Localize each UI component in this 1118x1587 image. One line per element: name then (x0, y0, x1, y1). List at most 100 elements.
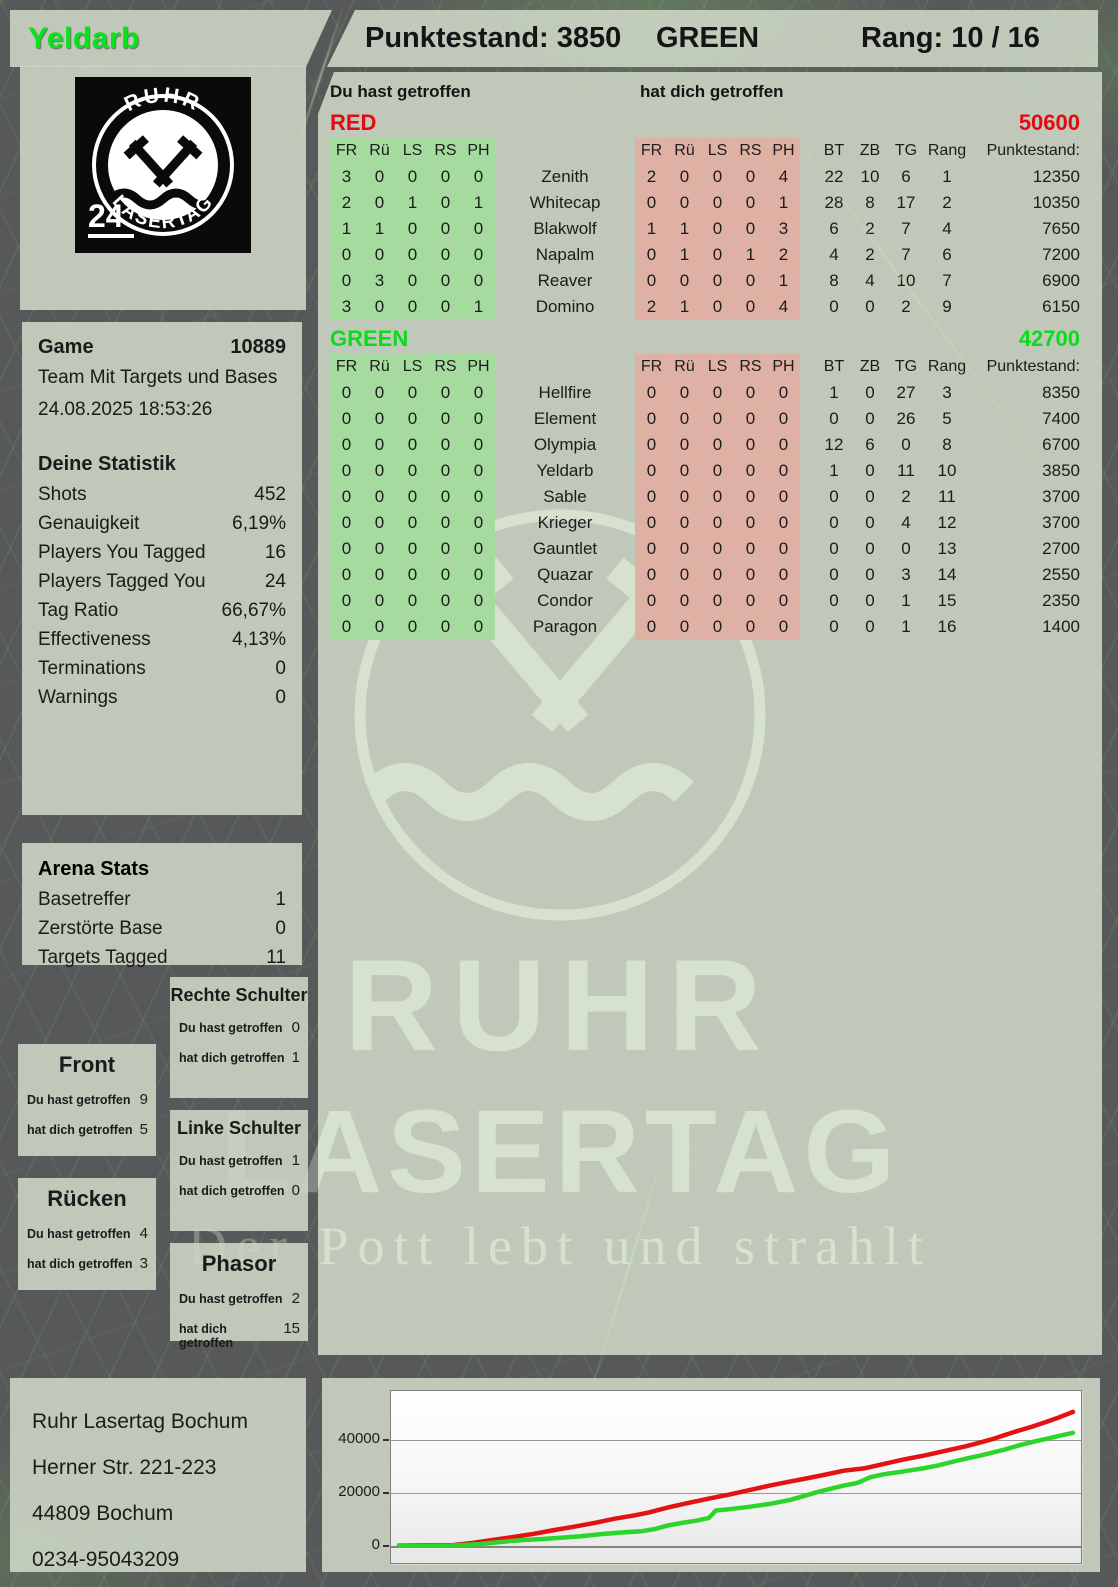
stat-cell: 8 (942, 435, 952, 454)
body-part-them-row: hat dich getroffen 5 (18, 1121, 156, 1138)
stat-cell: 0 (829, 513, 839, 532)
punktestand-cell: 2350 (1042, 591, 1080, 610)
you-hit-cell: 0 (440, 271, 451, 290)
stat-cell: 6 (829, 219, 839, 238)
col-header: LS (402, 358, 423, 375)
col-header: RS (739, 358, 762, 375)
stat-col-header: Rang (927, 358, 967, 375)
them-hit-cell: 0 (712, 245, 723, 264)
your-stats-title: Deine Statistik (38, 453, 176, 475)
them-hit-cell: 0 (712, 167, 723, 186)
you-hit-cell: 0 (374, 245, 385, 264)
them-hit-block: 0 0 0 0 0 (635, 536, 800, 562)
you-hit-cell: 0 (407, 271, 418, 290)
you-hit-cell: 0 (407, 539, 418, 558)
stat-cell: 13 (937, 539, 957, 558)
player-name-cell: Gauntlet (532, 539, 598, 558)
stat-row-label: Effectiveness (38, 628, 151, 650)
you-hit-label: Du hast getroffen (330, 82, 471, 101)
address-panel: Ruhr Lasertag Bochum Herner Str. 221-223… (10, 1378, 306, 1572)
player-name-cell: Hellfire (538, 383, 592, 402)
stat-cell: 0 (865, 565, 875, 584)
team-tables: RED 50600 FR Rü LS RS PH FR Rü LS RS PH BT ZB TG Rang Pu… (330, 108, 1090, 644)
you-hit-block: 0 0 0 0 0 (330, 614, 495, 640)
them-hit-block: 0 0 0 0 0 (635, 562, 800, 588)
stat-cell: 14 (937, 565, 957, 584)
you-hit-block: 0 3 0 0 0 (330, 268, 495, 294)
them-hit-cell: 0 (712, 435, 723, 454)
y-tick-label: 20000 (338, 1483, 380, 1500)
stat-cell: 8 (865, 193, 875, 212)
logo-panel: RUHR LASERTAG 24 (20, 66, 306, 310)
you-hit-cell: 0 (440, 409, 451, 428)
you-hit-cell: 0 (407, 565, 418, 584)
col-header: Rü (369, 358, 390, 375)
you-hit-block: FR Rü LS RS PH (330, 354, 495, 380)
them-hit-cell: 0 (646, 409, 657, 428)
watermark-tagline: Der Pott lebt und strahlt (318, 1216, 932, 1276)
stat-cell: 8 (829, 271, 839, 290)
stat-row-value: 0 (275, 657, 286, 679)
you-hit-cell: 0 (407, 167, 418, 186)
body-part-box-rechte: Rechte Schulter Du hast getroffen 0 hat dic… (170, 977, 308, 1098)
them-hit-cell: 0 (745, 435, 756, 454)
them-hit-cell: 0 (646, 435, 657, 454)
them-hit-block: 0 0 0 0 0 (635, 484, 800, 510)
you-hit-block: 0 0 0 0 0 (330, 458, 495, 484)
col-header: PH (772, 142, 795, 159)
stat-cell: 1 (901, 617, 911, 636)
stat-cell: 0 (829, 539, 839, 558)
you-hit-cell: 0 (473, 565, 484, 584)
body-part-them-value: 15 (283, 1320, 300, 1337)
you-hit-cell: 0 (407, 383, 418, 402)
them-hit-cell: 0 (712, 513, 723, 532)
stat-cell: 2 (901, 487, 911, 506)
arena-stat-row-label: Basetreffer (38, 888, 131, 910)
stat-cell: 7 (901, 245, 911, 264)
stat-cell: 17 (896, 193, 916, 212)
you-hit-block: 0 0 0 0 0 (330, 510, 495, 536)
stat-cell: 0 (865, 539, 875, 558)
them-hit-cell: 0 (745, 591, 756, 610)
stat-cell: 9 (942, 297, 952, 316)
them-hit-cell: 0 (646, 617, 657, 636)
you-hit-cell: 0 (341, 245, 352, 264)
you-hit-cell: 0 (374, 513, 385, 532)
stat-row: Tag Ratio 66,67% (38, 596, 286, 625)
punktestand-cell: 7400 (1042, 409, 1080, 428)
body-part-box-linke: Linke Schulter Du hast getroffen 1 hat dich… (170, 1110, 308, 1231)
them-hit-cell: 0 (679, 271, 690, 290)
body-part-them-row: hat dich getroffen 1 (170, 1049, 308, 1066)
you-hit-cell: 0 (341, 409, 352, 428)
punktestand-cell: 7650 (1042, 219, 1080, 238)
punktestand-cell: 8350 (1042, 383, 1080, 402)
them-hit-cell: 0 (646, 383, 657, 402)
score-chart-panel: 0 20000 40000 (322, 1378, 1100, 1572)
them-hit-cell: 0 (712, 591, 723, 610)
you-hit-cell: 1 (473, 297, 484, 316)
punktestand-cell: 12350 (1032, 167, 1080, 186)
stat-cell: 2 (901, 297, 911, 316)
col-header: PH (467, 142, 490, 159)
stat-row-label: Shots (38, 483, 87, 505)
body-part-you-row: Du hast getroffen 9 (18, 1091, 156, 1108)
them-hit-cell: 0 (679, 513, 690, 532)
body-part-you-row: Du hast getroffen 0 (170, 1019, 308, 1036)
body-part-you-value: 0 (291, 1019, 300, 1036)
arena-stat-row: Basetreffer 1 (38, 885, 286, 914)
table-row: 0 0 0 0 0 Quazar 0 0 0 0 0 0 0 3 14 2550 (330, 562, 1090, 588)
stat-cell: 16 (937, 617, 957, 636)
arena-stats-title: Arena Stats (38, 858, 150, 880)
table-row: 0 0 0 0 0 Hellfire 0 0 0 0 0 1 0 27 3 8350 (330, 380, 1090, 406)
stat-cell: 7 (901, 219, 911, 238)
stat-cell: 10 (896, 271, 916, 290)
them-hit-cell: 0 (745, 219, 756, 238)
table-row: 0 0 0 0 0 Olympia 0 0 0 0 0 12 6 0 8 6700 (330, 432, 1090, 458)
body-part-them-value: 1 (291, 1049, 300, 1066)
them-hit-block: 0 0 0 0 0 (635, 380, 800, 406)
stat-row-value: 66,67% (221, 599, 286, 621)
them-hit-cell: 0 (646, 539, 657, 558)
body-part-you-value: 4 (139, 1225, 148, 1242)
them-hit-block: 0 0 0 0 0 (635, 588, 800, 614)
